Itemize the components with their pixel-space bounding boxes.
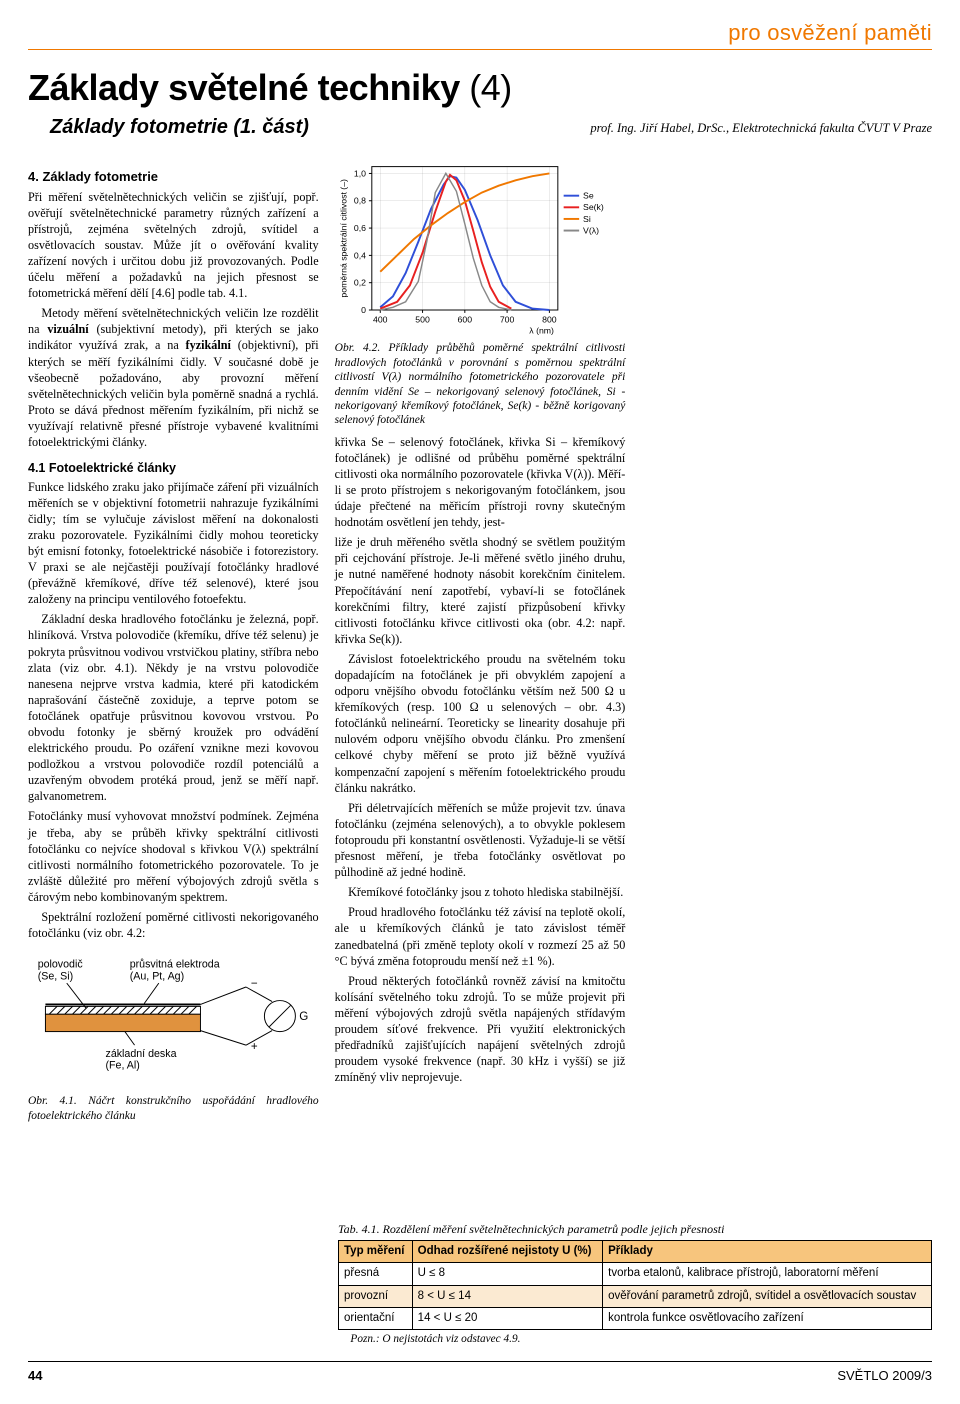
- chart-4-2-svg: 0 0,2 0,4 0,6 0,8 1,0 400 500 600 700 800λ (nm) pom…: [335, 158, 626, 338]
- cell: kontrola funkce osvětlovacího zařízení: [603, 1307, 932, 1329]
- svg-text:400: 400: [373, 315, 388, 325]
- cell: ověřování parametrů zdrojů, svítidel a o…: [603, 1285, 932, 1307]
- svg-text:700: 700: [499, 315, 514, 325]
- cell: U ≤ 8: [412, 1263, 602, 1285]
- cell: orientační: [339, 1307, 413, 1329]
- para: Metody měření světelnětechnických veliči…: [28, 305, 319, 450]
- kicker: pro osvěžení paměti: [28, 18, 932, 47]
- para: Spektrální rozložení poměrné citlivosti …: [28, 909, 319, 941]
- bottom-rule: [28, 1361, 932, 1362]
- cell: tvorba etalonů, kalibrace přístrojů, lab…: [603, 1263, 932, 1285]
- th-u: Odhad rozšířené nejistoty U (%): [412, 1241, 602, 1263]
- svg-text:800: 800: [542, 315, 557, 325]
- th-type: Typ měření: [339, 1241, 413, 1263]
- para: Funkce lidského zraku jako přijímače zář…: [28, 479, 319, 608]
- svg-text:−: −: [251, 977, 258, 990]
- para: Při déletrvajících měřeních se může proj…: [335, 800, 626, 880]
- svg-text:0,2: 0,2: [354, 278, 366, 288]
- svg-text:(Fe, Al): (Fe, Al): [106, 1060, 140, 1072]
- svg-text:1,0: 1,0: [354, 169, 366, 179]
- para: Při měření světelnětechnických veličin s…: [28, 189, 319, 302]
- para: Proud hradlového fotočlánku též závisí n…: [335, 904, 626, 968]
- issue-label: SVĚTLO 2009/3: [837, 1367, 932, 1384]
- figure-4-2: 0 0,2 0,4 0,6 0,8 1,0 400 500 600 700 800λ (nm) pom…: [335, 158, 626, 427]
- para: Závislost fotoelektrického proudu na svě…: [335, 651, 626, 796]
- svg-text:0,6: 0,6: [354, 223, 366, 233]
- page-number: 44: [28, 1367, 42, 1384]
- cell: přesná: [339, 1263, 413, 1285]
- para: Křemíkové fotočlánky jsou z tohoto hledi…: [335, 884, 626, 900]
- para: Základní deska hradlového fotočlánku je …: [28, 611, 319, 804]
- svg-text:600: 600: [457, 315, 472, 325]
- svg-text:základní deska: základní deska: [106, 1048, 177, 1060]
- para: křivka Se – selenový fotočlánek, křivka …: [335, 434, 626, 531]
- article-title: Základy světelné techniky (4): [28, 64, 932, 112]
- cell: provozní: [339, 1285, 413, 1307]
- cell: 14 < U ≤ 20: [412, 1307, 602, 1329]
- svg-text:500: 500: [415, 315, 430, 325]
- table-4-1-caption: Tab. 4.1. Rozdělení měření světelnětechn…: [338, 1222, 932, 1238]
- table-4-1-block: Tab. 4.1. Rozdělení měření světelnětechn…: [338, 1216, 932, 1350]
- svg-text:+: +: [251, 1040, 258, 1053]
- diagram-4-1-svg: G − + polovodič (Se, Si) průsvitná elekt…: [28, 946, 319, 1091]
- para: Proud některých fotočlánků rovněž závisí…: [335, 973, 626, 1086]
- svg-text:0,4: 0,4: [354, 251, 366, 261]
- svg-text:0: 0: [361, 305, 366, 315]
- svg-text:V(λ): V(λ): [583, 226, 599, 236]
- section-4-heading: 4. Základy fotometrie: [28, 168, 319, 185]
- title-num: (4): [469, 67, 512, 108]
- svg-text:Si: Si: [583, 214, 591, 224]
- svg-text:(Au, Pt, Ag): (Au, Pt, Ag): [130, 970, 184, 982]
- svg-text:Se(k): Se(k): [583, 203, 604, 213]
- th-ex: Příklady: [603, 1241, 932, 1263]
- para: Fotočlánky musí vyhovovat množství podmí…: [28, 808, 319, 905]
- figure-4-2-caption: Obr. 4.2. Příklady průběhů poměrné spekt…: [335, 341, 626, 427]
- svg-text:0,8: 0,8: [354, 196, 366, 206]
- svg-text:(Se, Si): (Se, Si): [38, 970, 73, 982]
- table-note: Pozn.: O nejistotách viz odstavec 4.9.: [338, 1332, 932, 1347]
- svg-text:λ (nm): λ (nm): [529, 326, 554, 336]
- para: liže je druh měřeného světla shodný se s…: [335, 534, 626, 647]
- svg-text:průsvitná elektroda: průsvitná elektroda: [130, 959, 220, 971]
- svg-text:Se: Se: [583, 191, 594, 201]
- figure-4-1-caption: Obr. 4.1. Náčrt konstrukčního uspořádání…: [28, 1094, 319, 1123]
- svg-text:poměrná spektrální citlivost (: poměrná spektrální citlivost (–): [338, 179, 348, 298]
- svg-text:G: G: [299, 1010, 308, 1023]
- top-rule: [28, 49, 932, 50]
- svg-text:polovodič: polovodič: [38, 959, 84, 971]
- subsection-41-heading: 4.1 Fotoelektrické články: [28, 460, 319, 477]
- title-main: Základy světelné techniky: [28, 67, 469, 108]
- figure-4-1: G − + polovodič (Se, Si) průsvitná elekt…: [28, 946, 319, 1123]
- cell: 8 < U ≤ 14: [412, 1285, 602, 1307]
